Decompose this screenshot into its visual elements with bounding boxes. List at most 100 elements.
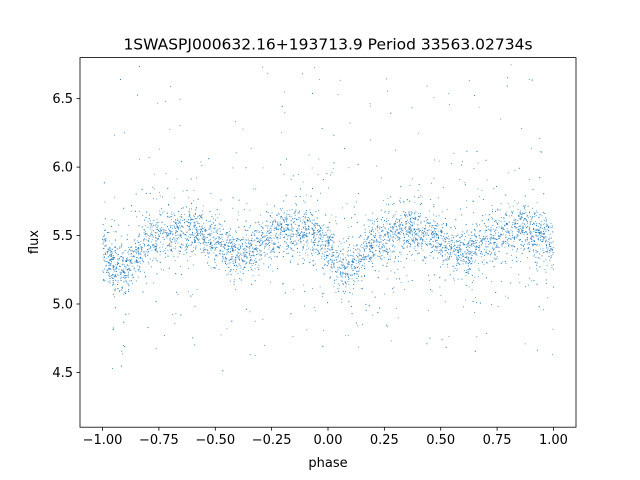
data-point: [308, 154, 310, 156]
data-point: [293, 212, 295, 215]
data-point: [147, 221, 149, 223]
data-point: [254, 239, 256, 241]
data-point: [262, 236, 265, 238]
data-point: [537, 228, 539, 230]
data-point: [259, 251, 261, 253]
data-point: [401, 227, 403, 229]
data-point: [111, 218, 113, 221]
data-point: [406, 234, 408, 236]
data-point: [408, 234, 410, 236]
data-point: [112, 255, 114, 257]
data-point: [550, 222, 552, 224]
data-point: [261, 234, 263, 236]
data-point: [376, 241, 378, 243]
data-point: [426, 220, 428, 222]
data-point: [108, 265, 110, 267]
data-point: [524, 343, 526, 345]
data-point: [443, 233, 445, 235]
data-point: [286, 210, 288, 212]
data-point: [342, 266, 344, 269]
data-point: [481, 238, 483, 240]
data-point: [237, 253, 239, 255]
data-point: [198, 223, 200, 225]
data-point: [338, 290, 340, 292]
data-point: [145, 239, 147, 241]
data-point: [480, 256, 483, 258]
data-point: [214, 249, 216, 251]
data-point: [513, 222, 515, 224]
data-point: [376, 221, 379, 223]
data-point: [277, 242, 279, 244]
data-point: [212, 228, 215, 230]
data-point: [543, 236, 545, 238]
data-point: [337, 271, 339, 273]
data-point: [254, 234, 256, 236]
data-point: [373, 240, 375, 242]
data-point: [140, 262, 142, 264]
data-point: [456, 240, 458, 242]
data-point: [466, 200, 468, 202]
data-point: [145, 250, 147, 252]
data-point: [259, 214, 261, 216]
data-point: [138, 233, 140, 235]
data-point: [341, 207, 343, 209]
data-point: [303, 234, 305, 236]
data-point: [239, 271, 241, 273]
data-point: [545, 229, 547, 231]
data-point: [147, 244, 150, 246]
data-point: [305, 217, 307, 219]
data-point: [229, 280, 231, 282]
data-point: [195, 246, 197, 248]
data-point: [267, 225, 269, 227]
data-point: [369, 230, 371, 232]
data-point: [228, 233, 230, 235]
data-point: [260, 244, 262, 246]
data-point: [345, 276, 347, 278]
data-point: [143, 242, 145, 244]
data-point: [103, 259, 105, 261]
data-point: [451, 241, 453, 243]
data-point: [190, 178, 192, 180]
data-point: [219, 244, 221, 246]
data-point: [439, 249, 441, 251]
data-point: [486, 238, 488, 240]
data-point: [376, 165, 378, 167]
data-point: [403, 240, 405, 242]
data-point: [295, 244, 297, 246]
data-point: [534, 215, 536, 217]
data-point: [347, 255, 349, 257]
data-point: [339, 257, 341, 259]
data-point: [473, 244, 475, 247]
data-point: [104, 201, 106, 203]
data-point: [234, 121, 237, 123]
data-point: [294, 244, 296, 246]
data-point: [247, 270, 250, 272]
data-point: [494, 242, 496, 244]
data-point: [322, 267, 324, 269]
data-point: [428, 210, 430, 212]
data-point: [107, 281, 109, 283]
data-point: [275, 236, 277, 238]
data-point: [140, 271, 142, 273]
data-point: [357, 273, 359, 275]
data-point: [140, 254, 142, 256]
data-point: [545, 241, 547, 243]
data-point: [470, 269, 472, 271]
data-point: [206, 236, 208, 238]
data-point: [277, 222, 279, 224]
data-point: [268, 246, 270, 248]
data-point: [360, 245, 362, 247]
data-point: [536, 262, 538, 264]
data-point: [509, 233, 511, 235]
data-point: [442, 239, 444, 241]
data-point: [296, 236, 298, 238]
data-point: [545, 236, 547, 239]
data-point: [297, 173, 299, 176]
data-point: [183, 233, 185, 235]
data-point: [314, 263, 316, 265]
data-point: [139, 266, 141, 269]
data-point: [139, 244, 142, 246]
data-point: [446, 260, 448, 262]
data-point: [335, 250, 337, 252]
data-point: [227, 245, 229, 247]
